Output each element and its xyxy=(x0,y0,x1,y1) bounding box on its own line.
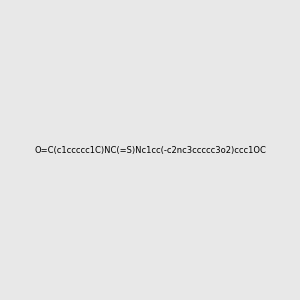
Text: O=C(c1ccccc1C)NC(=S)Nc1cc(-c2nc3ccccc3o2)ccc1OC: O=C(c1ccccc1C)NC(=S)Nc1cc(-c2nc3ccccc3o2… xyxy=(34,146,266,154)
